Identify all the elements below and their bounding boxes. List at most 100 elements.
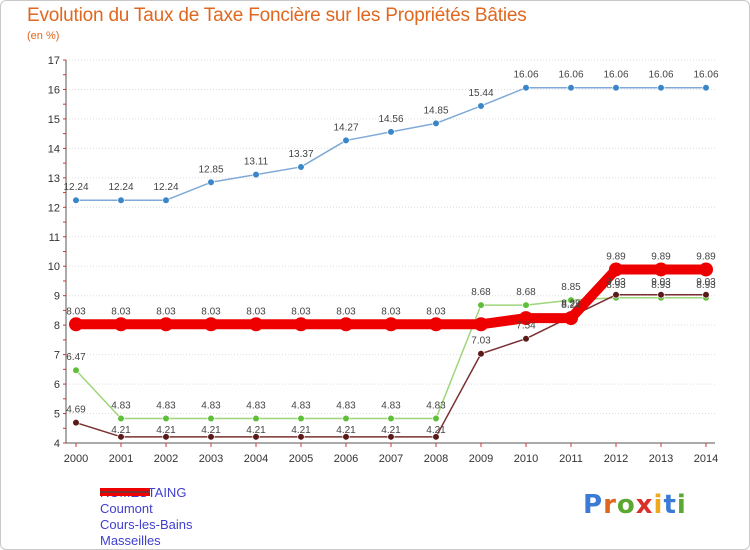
data-point	[522, 335, 530, 343]
data-point	[297, 433, 305, 441]
logo-letter: x	[635, 490, 654, 520]
x-tick-label: 2001	[109, 453, 133, 465]
data-point	[657, 291, 665, 299]
data-label: 4.83	[336, 401, 356, 412]
y-tick-label: 12	[48, 202, 60, 214]
data-point	[339, 317, 353, 332]
data-label: 8.93	[696, 280, 716, 291]
data-point	[117, 433, 125, 441]
chart-unit-label: (en %)	[27, 30, 60, 42]
data-point	[702, 84, 710, 92]
data-point	[342, 414, 350, 423]
data-point	[252, 171, 260, 179]
data-label: 4.83	[156, 401, 176, 412]
data-label: 4.21	[336, 425, 356, 436]
data-label: 8.93	[651, 280, 671, 291]
data-label: 8.24	[561, 300, 581, 311]
data-point	[252, 414, 260, 423]
data-label: 12.85	[198, 164, 223, 175]
data-point	[432, 119, 440, 127]
data-point	[159, 317, 173, 332]
data-point	[432, 414, 440, 423]
data-point	[567, 296, 575, 304]
x-tick-label: 2012	[604, 453, 628, 465]
data-point	[612, 291, 620, 299]
data-label: 4.83	[291, 401, 311, 412]
data-point	[207, 178, 215, 186]
data-label: 13.37	[288, 149, 313, 160]
chart-legend: ROMESTAING Coumont Cours-les-Bains Masse…	[100, 485, 192, 549]
data-point	[72, 419, 80, 427]
legend-swatch-masseilles	[100, 491, 150, 493]
x-tick-label: 2003	[199, 453, 223, 465]
data-label: 4.21	[111, 425, 131, 436]
data-label: 9.03	[651, 277, 671, 288]
data-point	[387, 128, 395, 136]
y-tick-label: 4	[54, 438, 60, 450]
data-label: 8.03	[291, 306, 311, 317]
data-label: 12.24	[153, 182, 178, 193]
y-tick-label: 10	[48, 261, 60, 273]
data-point	[609, 262, 623, 277]
x-tick-label: 2007	[379, 453, 403, 465]
data-point	[297, 163, 305, 171]
data-label: 8.03	[201, 306, 221, 317]
data-label: 6.47	[66, 352, 86, 363]
x-tick-label: 2002	[154, 453, 178, 465]
data-point	[342, 136, 350, 145]
data-label: 8.03	[381, 306, 401, 317]
data-label: 9.89	[696, 251, 716, 262]
legend-item: Coumont	[100, 491, 192, 517]
data-label: 4.21	[381, 425, 401, 436]
logo-letter: i	[653, 490, 664, 520]
data-point	[387, 433, 395, 441]
data-point	[567, 84, 575, 92]
data-point	[474, 317, 488, 332]
data-label: 8.29	[561, 299, 581, 310]
data-label: 12.24	[63, 182, 88, 193]
data-label: 9.03	[696, 277, 716, 288]
x-tick-label: 2006	[334, 453, 358, 465]
data-point	[207, 414, 215, 423]
x-tick-label: 2000	[64, 453, 88, 465]
data-label: 4.83	[426, 401, 446, 412]
data-label: 9.89	[651, 251, 671, 262]
data-point	[387, 414, 395, 423]
data-label: 8.03	[66, 306, 86, 317]
logo-letter: o	[616, 490, 636, 520]
x-tick-label: 2011	[559, 453, 583, 465]
data-label: 14.85	[423, 105, 448, 116]
data-label: 4.21	[291, 425, 311, 436]
x-tick-label: 2010	[514, 453, 538, 465]
data-label: 4.21	[426, 425, 446, 436]
proxiti-logo: Proxiti	[583, 490, 687, 520]
y-tick-label: 17	[48, 55, 60, 67]
logo-letter: r	[603, 490, 617, 520]
x-tick-label: 2009	[469, 453, 493, 465]
y-tick-label: 14	[48, 143, 60, 155]
data-point	[702, 291, 710, 299]
y-tick-label: 6	[54, 379, 60, 391]
data-label: 16.06	[603, 70, 628, 81]
data-point	[657, 84, 665, 92]
data-label: 4.83	[246, 401, 266, 412]
data-point	[342, 433, 350, 441]
data-point	[207, 433, 215, 441]
data-label: 8.68	[471, 287, 491, 298]
y-tick-label: 5	[54, 409, 60, 421]
data-label: 4.21	[156, 425, 176, 436]
data-point	[69, 317, 83, 332]
data-point	[162, 414, 170, 423]
data-label: 4.83	[201, 401, 221, 412]
x-tick-label: 2008	[424, 453, 448, 465]
data-label: 8.68	[516, 287, 536, 298]
data-point	[477, 102, 485, 110]
data-point	[654, 262, 668, 277]
legend-label: Cours-les-Bains	[100, 517, 193, 532]
data-point	[114, 317, 128, 332]
data-label: 7.03	[471, 336, 491, 347]
data-label: 13.11	[244, 157, 269, 168]
legend-label: Coumont	[100, 501, 153, 516]
data-point	[162, 196, 170, 204]
